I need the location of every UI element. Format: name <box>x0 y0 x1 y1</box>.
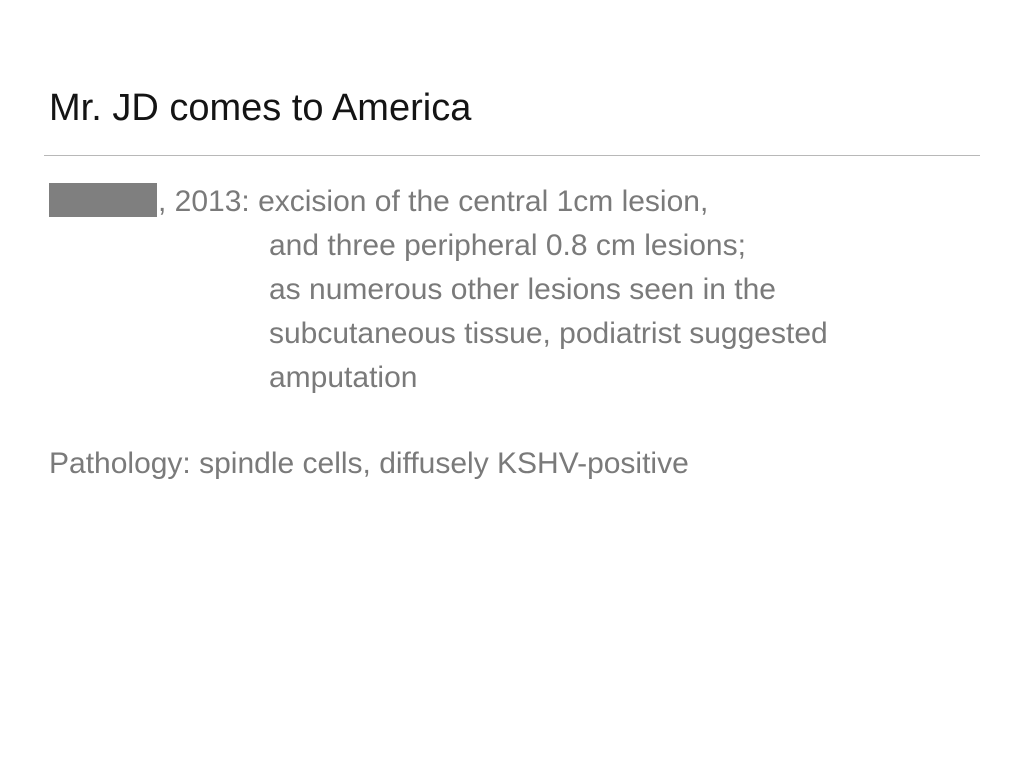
title-divider <box>44 155 980 156</box>
pathology-line: Pathology: spindle cells, diffusely KSHV… <box>49 447 689 480</box>
redacted-date-block <box>49 183 157 217</box>
slide-title: Mr. JD comes to America <box>49 87 472 129</box>
excision-line-5: amputation <box>269 361 418 394</box>
excision-line-3: as numerous other lesions seen in the <box>269 273 776 306</box>
excision-line-2: and three peripheral 0.8 cm lesions; <box>269 229 746 262</box>
excision-line-1: , 2013: excision of the central 1cm lesi… <box>158 185 709 218</box>
excision-line-4: subcutaneous tissue, podiatrist suggeste… <box>269 317 828 350</box>
